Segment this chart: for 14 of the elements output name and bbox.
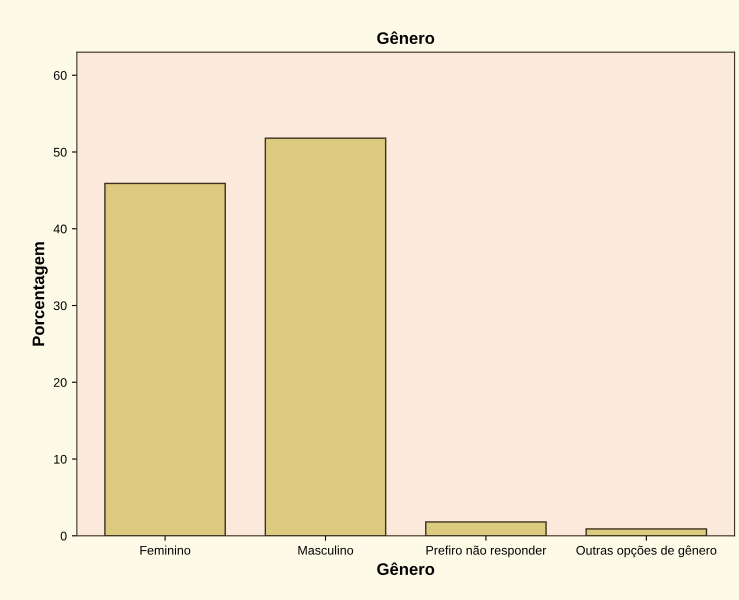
- y-tick-label: 60: [54, 71, 67, 80]
- y-axis-title: Porcentagem: [32, 242, 48, 346]
- x-tick-label: Masculino: [298, 546, 354, 555]
- x-tick-label: Outras opções de gênero: [576, 546, 716, 558]
- x-tick-label: Prefiro não responder: [426, 546, 546, 558]
- y-tick-label: 40: [54, 224, 67, 234]
- x-axis-title: Gênero: [377, 562, 434, 576]
- y-tick-label: 30: [54, 301, 67, 310]
- x-tick-label: Feminino: [140, 546, 190, 555]
- y-tick-label: 10: [54, 454, 67, 464]
- y-tick-label: 0: [60, 532, 67, 540]
- y-tick-label: 20: [54, 378, 67, 387]
- y-tick-label: 50: [54, 148, 67, 157]
- chart-title: Gênero: [377, 31, 434, 44]
